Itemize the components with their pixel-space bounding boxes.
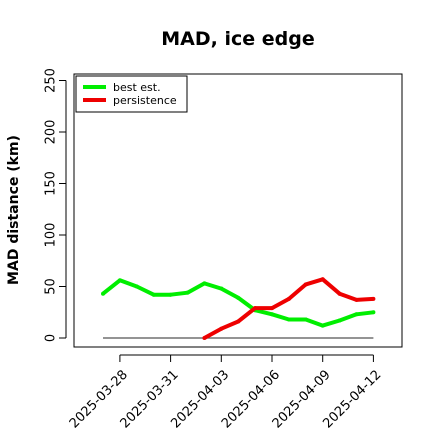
data-point-best-est [236, 295, 241, 300]
data-point-best-est [101, 291, 105, 296]
data-point-persistence [202, 336, 207, 340]
data-point-best-est [270, 312, 274, 317]
legend-label-persistence: persistence [113, 94, 177, 107]
data-point-persistence [236, 319, 241, 324]
data-point-best-est [303, 317, 308, 322]
y-tick-label: 200 [44, 120, 59, 145]
chart-title: MAD, ice edge [161, 28, 314, 50]
legend: best est. persistence [75, 75, 188, 113]
y-tick-label: 100 [44, 223, 59, 248]
y-tick-label: 150 [44, 171, 59, 196]
data-point-best-est [320, 323, 325, 328]
data-point-persistence [320, 277, 325, 282]
data-point-best-est [371, 310, 376, 315]
legend-box [75, 75, 188, 113]
y-axis-label: MAD distance (km) [6, 135, 22, 285]
data-point-persistence [253, 306, 258, 311]
data-point-best-est [286, 317, 291, 322]
legend-label-best-est: best est. [113, 81, 161, 94]
series-line-persistence [203, 277, 374, 340]
data-point-best-est [219, 286, 224, 291]
data-point-best-est [337, 318, 342, 323]
data-point-persistence [303, 282, 308, 287]
data-point-persistence [286, 296, 291, 301]
y-tick-label: 250 [44, 68, 59, 93]
data-point-best-est [168, 292, 173, 297]
plot-area [73, 73, 403, 348]
data-point-best-est [202, 281, 207, 286]
data-point-best-est [185, 290, 190, 295]
data-point-best-est [117, 278, 122, 283]
data-point-persistence [371, 296, 376, 301]
data-point-persistence [337, 291, 342, 296]
data-point-best-est [134, 284, 139, 289]
data-point-persistence [219, 326, 224, 331]
data-point-persistence [354, 297, 359, 302]
data-point-persistence [270, 306, 274, 311]
data-point-best-est [151, 292, 156, 297]
data-point-best-est [354, 312, 359, 317]
y-tick-label: 50 [44, 278, 59, 295]
y-tick-label: 0 [44, 334, 59, 342]
